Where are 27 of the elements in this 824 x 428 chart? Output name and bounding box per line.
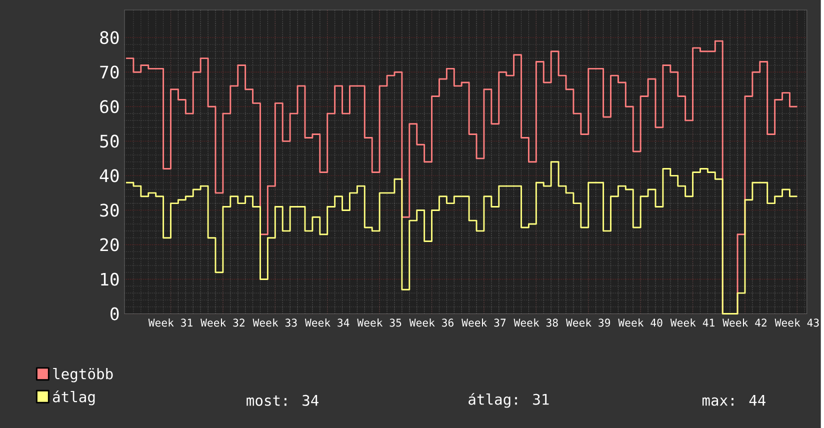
x-tick-label: Week 41 [670, 318, 714, 327]
y-tick-label: 80 [100, 30, 119, 44]
text: max: 44 [702, 394, 766, 406]
x-tick-label: Week 32 [200, 318, 244, 327]
x-tick-label: Week 34 [304, 318, 350, 327]
x-tick-label: Week 38 [514, 318, 558, 327]
x-tick-label: Week 35 [357, 318, 402, 327]
x-tick-label: Week 31 [148, 318, 192, 327]
y-tick-label: 0 [110, 307, 119, 320]
y-tick-label: 40 [100, 168, 119, 182]
x-tick-label: Week 33 [252, 318, 297, 327]
y-tick-label: 50 [100, 134, 119, 148]
text: átlag: 31 [468, 392, 549, 408]
legend-label: legtöbb [53, 368, 113, 382]
x-tick-label: Week 36 [409, 318, 454, 327]
x-tick-label: Week 39 [566, 318, 610, 327]
x-tick-label: Week 42 [722, 318, 766, 327]
y-tick-label: 10 [101, 272, 119, 286]
legend-label: átlag [52, 390, 95, 406]
y-tick-label: 70 [100, 65, 119, 78]
y-tick-label: 20 [100, 238, 119, 252]
x-tick-label: Week 43 [774, 318, 819, 327]
x-tick-label: Week 40 [618, 318, 662, 327]
y-tick-label: 60 [100, 100, 119, 114]
text: most: 34 [246, 394, 318, 406]
y-tick-label: 30 [100, 204, 119, 217]
x-tick-label: Week 37 [462, 318, 506, 327]
